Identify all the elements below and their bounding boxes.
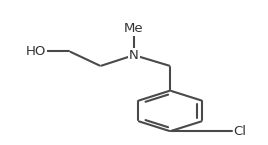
Text: N: N xyxy=(129,49,139,62)
Text: Me: Me xyxy=(124,22,144,36)
Text: HO: HO xyxy=(26,45,46,58)
Text: Cl: Cl xyxy=(233,125,246,138)
